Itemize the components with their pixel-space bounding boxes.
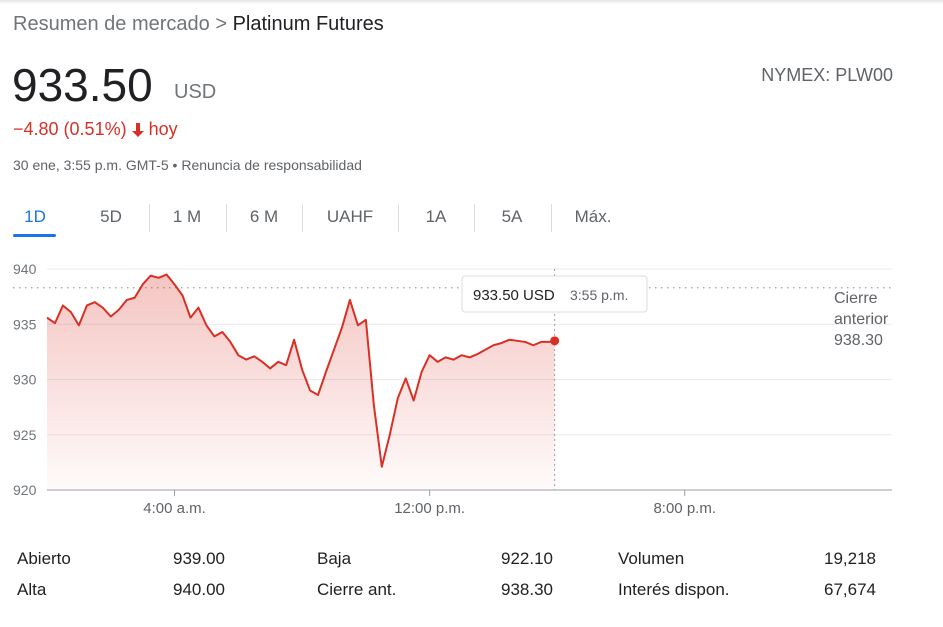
disclaimer[interactable]: Renuncia de responsabilidad: [181, 157, 362, 173]
tab-underline: [13, 234, 56, 237]
tooltip: 933.50 USD 3:55 p.m.: [461, 275, 648, 313]
change-value: −4.80 (0.51%): [13, 119, 127, 139]
tab-separator: [474, 204, 475, 232]
reference-value: 938.30: [834, 332, 883, 349]
breadcrumb-parent[interactable]: Resumen de mercado: [13, 13, 210, 35]
currency: USD: [174, 81, 217, 103]
range-tab[interactable]: Máx.: [574, 207, 612, 226]
y-tick-label: 925: [13, 427, 37, 443]
tooltip-box: [461, 275, 648, 313]
stat-value: 19,218: [824, 549, 876, 568]
tab-separator: [302, 204, 303, 232]
last-point: [550, 336, 560, 346]
range-tab[interactable]: 6 M: [249, 207, 279, 226]
range-tab[interactable]: 5A: [501, 207, 523, 226]
change-period: hoy: [148, 119, 178, 139]
stat-label: Alta: [17, 580, 47, 599]
timestamp-line: 30 ene, 3:55 p.m. GMT-5 • Renuncia de re…: [13, 157, 362, 173]
tab-separator: [226, 204, 227, 232]
stat-label: Baja: [317, 549, 352, 568]
y-tick-label: 940: [13, 261, 37, 277]
breadcrumb-current: Platinum Futures: [232, 13, 384, 35]
price-line: [46, 273, 555, 468]
stat-value: 940.00: [173, 580, 225, 599]
range-tab[interactable]: 1 M: [172, 207, 202, 226]
tooltip-price: 933.50 USD: [473, 287, 555, 304]
stat-value: 939.00: [173, 549, 225, 568]
timestamp: 30 ene, 3:55 p.m. GMT-5: [13, 157, 169, 173]
x-tick-label: 12:00 p.m.: [394, 500, 465, 517]
x-tick-label: 4:00 a.m.: [143, 500, 206, 517]
range-tab[interactable]: 1A: [425, 207, 447, 226]
reference-label-text: Cierre anterior: [834, 290, 889, 328]
stat-value: 922.10: [501, 549, 553, 568]
stat-label: Volumen: [618, 549, 685, 568]
stat-label: Interés dispon.: [618, 580, 730, 599]
tooltip-time: 3:55 p.m.: [570, 287, 628, 303]
price: 933.50: [12, 59, 153, 111]
stat-label: Cierre ant.: [317, 580, 397, 599]
breadcrumb-separator: >: [215, 13, 228, 35]
stat-value: 67,674: [824, 580, 876, 599]
reference-label: Cierre anterior 938.30: [834, 288, 894, 351]
tab-separator: [398, 204, 399, 232]
y-tick-label: 930: [13, 372, 37, 388]
down-arrow: [131, 122, 144, 137]
tab-separator: [149, 204, 150, 232]
area: [47, 274, 555, 490]
tab-separator: [551, 204, 552, 232]
y-tick-label: 920: [13, 482, 37, 498]
range-tab[interactable]: 1D: [24, 207, 46, 226]
change: −4.80 (0.51%) hoy: [13, 119, 178, 140]
stat-value: 938.30: [501, 580, 553, 599]
breadcrumb: Resumen de mercado > Platinum Futures: [13, 13, 384, 36]
range-tab[interactable]: 5D: [100, 207, 122, 226]
exchange: NYMEX: PLW00: [761, 65, 893, 85]
x-tick-label: 8:00 p.m.: [653, 500, 716, 517]
stat-label: Abierto: [17, 549, 71, 568]
top-shadow: [0, 0, 943, 4]
range-tab[interactable]: UAHF: [326, 207, 374, 226]
dot-separator: •: [172, 157, 178, 173]
y-tick-label: 935: [13, 316, 37, 332]
